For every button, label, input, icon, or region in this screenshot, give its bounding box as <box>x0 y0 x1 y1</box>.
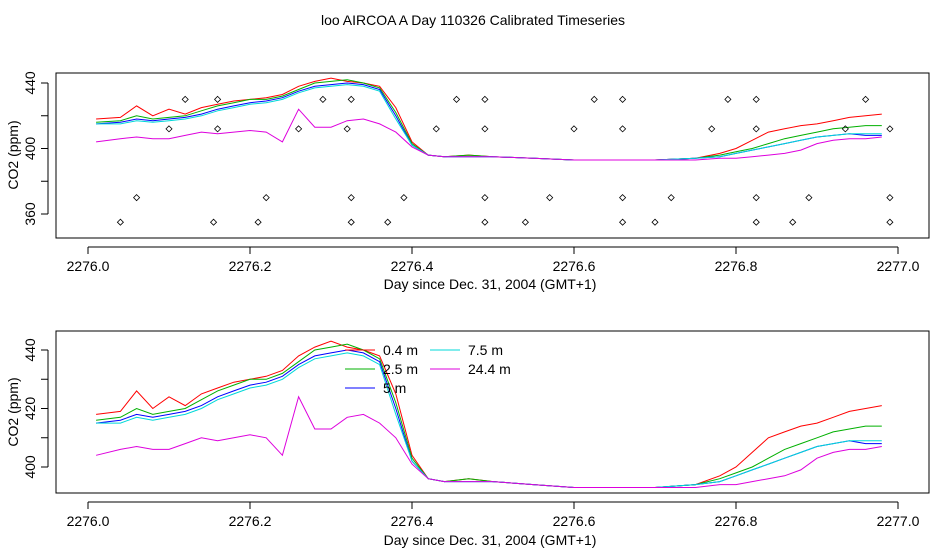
y-tick-label: 440 <box>22 338 38 362</box>
marker-point <box>214 95 222 103</box>
marker-point <box>619 194 627 202</box>
marker-point <box>724 95 732 103</box>
series-line-24-4-m-top <box>96 108 882 161</box>
marker-point <box>521 218 529 226</box>
marker-point <box>452 95 461 103</box>
series-line-5-m-top <box>96 82 882 161</box>
x-tick-label: 2276.2 <box>229 258 272 274</box>
series-line-7-5-m-top <box>96 84 882 161</box>
y-axis-top: 360 400 440 <box>22 71 49 226</box>
plot-frame-top <box>55 72 930 239</box>
marker-point <box>789 218 797 226</box>
plot-frame-bottom <box>55 330 930 494</box>
marker-point <box>481 194 489 202</box>
marker-point <box>752 95 760 103</box>
marker-point <box>752 125 760 133</box>
marker-point <box>262 194 270 202</box>
y-tick-label: 400 <box>22 137 38 161</box>
legend-label: 7.5 m <box>468 342 503 358</box>
x-tick-label: 2276.8 <box>715 513 758 529</box>
marker-point <box>343 125 351 133</box>
marker-point <box>619 125 627 133</box>
marker-point <box>133 194 141 202</box>
series-line-2-5-m-bottom <box>96 343 882 488</box>
y-axis-label-bottom: CO2 (ppm) <box>5 377 21 446</box>
x-tick-label: 2277.0 <box>877 258 920 274</box>
panel-top: 2276.0 2276.2 2276.4 2276.6 2276.8 2277.0 360… <box>5 71 930 292</box>
series-lines-bottom <box>95 340 882 488</box>
y-axis-bottom: 400 420 440 <box>22 338 49 479</box>
marker-point <box>752 194 760 202</box>
x-axis-label-top: Day since Dec. 31, 2004 (GMT+1) <box>384 276 597 292</box>
marker-point <box>400 194 408 202</box>
y-axis-label-top: CO2 (ppm) <box>5 120 21 189</box>
x-tick-label: 2276.4 <box>391 513 434 529</box>
x-tick-label: 2276.0 <box>67 513 110 529</box>
marker-point <box>805 194 813 202</box>
marker-point <box>570 125 578 133</box>
marker-point <box>619 95 627 103</box>
x-tick-label: 2276.2 <box>229 513 272 529</box>
marker-point <box>481 218 489 226</box>
legend-label: 5 m <box>383 380 406 396</box>
marker-point <box>181 95 189 103</box>
marker-point <box>590 95 598 103</box>
marker-point <box>667 194 675 202</box>
marker-point <box>319 95 327 103</box>
marker-point <box>651 218 659 226</box>
marker-point <box>254 218 262 226</box>
series-line-0-4-m-bottom <box>96 340 882 488</box>
x-axis-top: 2276.0 2276.2 2276.4 2276.6 2276.8 2277.0 <box>67 246 920 274</box>
marker-point <box>841 125 849 133</box>
marker-point <box>886 125 894 133</box>
marker-point <box>752 218 760 226</box>
marker-point <box>347 194 355 202</box>
marker-point <box>209 218 218 226</box>
x-tick-label: 2276.6 <box>553 513 596 529</box>
marker-point <box>384 218 392 226</box>
legend-label: 24.4 m <box>468 361 511 377</box>
legend-label: 0.4 m <box>383 342 418 358</box>
marker-point <box>886 194 894 202</box>
markers-top <box>116 95 894 226</box>
series-line-24-4-m-bottom <box>95 395 882 488</box>
marker-point <box>619 218 627 226</box>
series-line-2-5-m-top <box>96 79 882 161</box>
x-tick-label: 2276.6 <box>553 258 596 274</box>
series-line-7-5-m-bottom <box>96 352 882 488</box>
marker-point <box>214 125 222 133</box>
marker-point <box>546 194 554 202</box>
y-tick-label: 440 <box>22 71 38 95</box>
marker-point <box>481 95 489 103</box>
x-tick-label: 2277.0 <box>877 513 920 529</box>
marker-point <box>295 125 303 133</box>
marker-point <box>862 95 870 103</box>
marker-point <box>347 95 355 103</box>
x-axis-label-bottom: Day since Dec. 31, 2004 (GMT+1) <box>384 532 597 548</box>
chart-title: loo AIRCOA A Day 110326 Calibrated Times… <box>321 12 625 28</box>
marker-point <box>481 125 489 133</box>
series-lines-top <box>96 77 882 161</box>
x-tick-label: 2276.8 <box>715 258 758 274</box>
marker-point <box>886 218 894 226</box>
marker-point <box>347 218 355 226</box>
marker-point <box>116 218 124 226</box>
x-tick-label: 2276.0 <box>67 258 110 274</box>
x-tick-label: 2276.4 <box>391 258 434 274</box>
marker-point <box>432 125 440 133</box>
y-tick-label: 360 <box>22 202 38 226</box>
marker-point <box>165 125 173 133</box>
panel-bottom: 2276.0 2276.2 2276.4 2276.6 2276.8 2277.0 400… <box>5 330 930 548</box>
y-tick-label: 400 <box>22 455 38 479</box>
y-tick-label: 420 <box>22 397 38 421</box>
x-axis-bottom: 2276.0 2276.2 2276.4 2276.6 2276.8 2277.0 <box>67 501 920 529</box>
marker-point <box>708 125 716 133</box>
series-line-0-4-m-top <box>96 77 882 161</box>
legend: 0.4 m 2.5 m 5 m 7.5 m 24.4 m <box>345 342 511 396</box>
legend-label: 2.5 m <box>383 361 418 377</box>
